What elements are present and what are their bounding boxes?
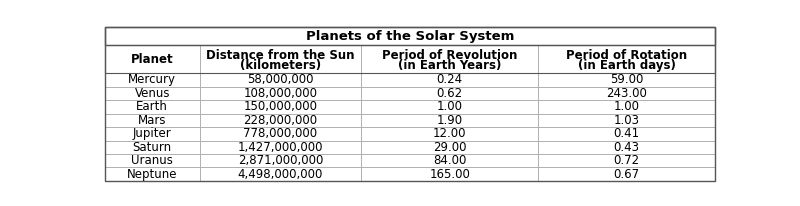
Text: Earth: Earth	[136, 100, 168, 113]
Bar	[538, 45, 715, 73]
Text: Planet: Planet	[131, 53, 174, 66]
Text: 0.41: 0.41	[614, 127, 640, 140]
Bar	[105, 45, 715, 73]
Text: 2,871,000,000: 2,871,000,000	[238, 154, 323, 167]
Bar	[105, 140, 199, 154]
Text: Period of Revolution: Period of Revolution	[382, 49, 518, 62]
Text: 4,498,000,000: 4,498,000,000	[238, 168, 323, 181]
Text: Jupiter: Jupiter	[133, 127, 172, 140]
Text: Venus: Venus	[134, 87, 170, 100]
Text: Distance from the Sun: Distance from the Sun	[206, 49, 354, 62]
Bar	[199, 100, 361, 114]
Text: Uranus: Uranus	[131, 154, 173, 167]
Text: (kilometers): (kilometers)	[240, 59, 321, 72]
Bar	[538, 87, 715, 100]
Bar	[361, 127, 538, 140]
Bar	[105, 167, 199, 181]
Text: Mercury: Mercury	[128, 73, 176, 86]
Text: 1.00: 1.00	[437, 100, 462, 113]
Bar	[199, 73, 361, 87]
Text: (in Earth Years): (in Earth Years)	[398, 59, 502, 72]
Bar	[105, 154, 199, 167]
Bar	[361, 154, 538, 167]
Bar	[105, 87, 199, 100]
Text: Saturn: Saturn	[133, 141, 172, 154]
Text: 0.72: 0.72	[614, 154, 640, 167]
Text: 0.24: 0.24	[437, 73, 462, 86]
Text: 12.00: 12.00	[433, 127, 466, 140]
Bar	[105, 114, 199, 127]
Bar	[538, 167, 715, 181]
Bar	[538, 140, 715, 154]
Text: 59.00: 59.00	[610, 73, 643, 86]
Bar	[538, 114, 715, 127]
Bar	[199, 140, 361, 154]
Bar	[538, 100, 715, 114]
Bar	[361, 167, 538, 181]
Text: 108,000,000: 108,000,000	[243, 87, 318, 100]
Text: Mars: Mars	[138, 114, 166, 127]
Text: 29.00: 29.00	[433, 141, 466, 154]
Text: 58,000,000: 58,000,000	[247, 73, 314, 86]
Text: 165.00: 165.00	[430, 168, 470, 181]
Bar	[105, 45, 199, 73]
Bar	[199, 114, 361, 127]
Bar	[105, 27, 715, 45]
Bar	[361, 114, 538, 127]
Text: Neptune: Neptune	[127, 168, 178, 181]
Bar	[199, 127, 361, 140]
Bar	[199, 167, 361, 181]
Bar	[361, 87, 538, 100]
Bar	[538, 154, 715, 167]
Bar	[361, 140, 538, 154]
Text: 778,000,000: 778,000,000	[243, 127, 318, 140]
Bar	[105, 27, 715, 45]
Text: 1.03: 1.03	[614, 114, 639, 127]
Bar	[105, 127, 199, 140]
Text: 150,000,000: 150,000,000	[243, 100, 318, 113]
Text: 0.67: 0.67	[614, 168, 640, 181]
Bar	[538, 127, 715, 140]
Text: (in Earth days): (in Earth days)	[578, 59, 675, 72]
Text: 1,427,000,000: 1,427,000,000	[238, 141, 323, 154]
Text: 228,000,000: 228,000,000	[243, 114, 318, 127]
Bar	[199, 87, 361, 100]
Bar	[361, 100, 538, 114]
Text: 243.00: 243.00	[606, 87, 647, 100]
Bar	[105, 73, 199, 87]
Bar	[105, 100, 199, 114]
Text: 1.90: 1.90	[437, 114, 462, 127]
Bar	[361, 45, 538, 73]
Text: 1.00: 1.00	[614, 100, 639, 113]
Text: 0.62: 0.62	[437, 87, 462, 100]
Bar	[361, 73, 538, 87]
Bar	[199, 45, 361, 73]
Bar	[199, 154, 361, 167]
Text: Planets of the Solar System: Planets of the Solar System	[306, 30, 514, 43]
Text: 84.00: 84.00	[433, 154, 466, 167]
Bar	[538, 73, 715, 87]
Text: 0.43: 0.43	[614, 141, 639, 154]
Text: Period of Rotation: Period of Rotation	[566, 49, 687, 62]
